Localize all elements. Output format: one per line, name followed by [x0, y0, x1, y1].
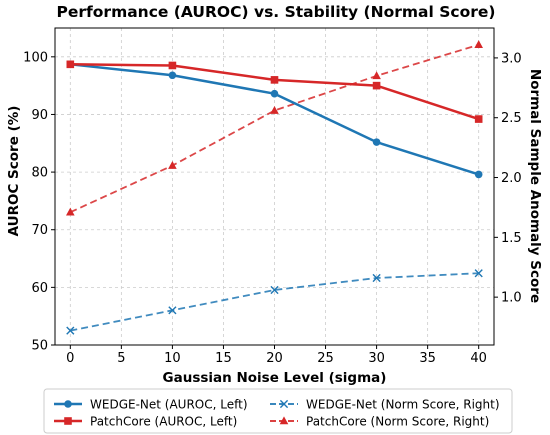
data-point: [270, 105, 279, 114]
legend-item: WEDGE-Net (Norm Score, Right): [270, 398, 500, 412]
data-point: [66, 60, 75, 69]
data-point: [168, 71, 177, 80]
x-tick-label: 0: [66, 351, 74, 366]
y-axis-label-left: AUROC Score (%): [6, 106, 22, 237]
x-tick-label: 40: [470, 351, 487, 366]
legend-marker: [279, 399, 289, 409]
legend-label: PatchCore (Norm Score, Right): [306, 415, 489, 429]
y-tick-label-right: 3.0: [501, 51, 522, 66]
data-point: [474, 40, 483, 49]
y-tick-label-left: 70: [31, 223, 48, 238]
x-tick-label: 15: [215, 351, 232, 366]
x-tick-label: 20: [266, 351, 283, 366]
data-point: [270, 285, 279, 295]
series-line: [70, 272, 479, 332]
data-point: [372, 138, 381, 146]
data-point: [474, 170, 483, 179]
data-point: [474, 269, 483, 278]
series-patchcore-norm-score-right: [66, 40, 483, 216]
y-tick-label-left: 60: [31, 281, 48, 296]
y-tick-label-left: 90: [31, 108, 48, 123]
series-layer: [66, 40, 483, 335]
legend-label: WEDGE-Net (AUROC, Left): [90, 398, 248, 412]
legend-marker: [64, 417, 72, 425]
legend-item: PatchCore (Norm Score, Right): [270, 415, 489, 429]
y-tick-label-left: 50: [31, 339, 48, 354]
legend-item: WEDGE-Net (AUROC, Left): [54, 398, 248, 412]
data-point: [372, 273, 381, 283]
data-point: [168, 306, 177, 315]
data-point: [66, 326, 75, 335]
data-point: [270, 76, 279, 84]
legend-label: PatchCore (AUROC, Left): [90, 415, 237, 429]
data-point: [66, 207, 75, 216]
data-point: [474, 115, 483, 123]
data-point: [372, 81, 381, 90]
y-tick-label-left: 80: [31, 166, 48, 181]
series-wedge-net-norm-score-right: [66, 269, 483, 335]
x-tick-label: 25: [317, 351, 334, 366]
grid-layer: [55, 28, 494, 346]
legend-label: WEDGE-Net (Norm Score, Right): [306, 398, 500, 412]
y-tick-label-right: 2.5: [501, 111, 522, 126]
y-tick-label-right: 1.0: [501, 291, 522, 306]
x-tick-label: 5: [117, 351, 125, 366]
legend: WEDGE-Net (AUROC, Left) PatchCore (AUROC,…: [43, 388, 513, 434]
x-tick-label: 30: [368, 351, 385, 366]
y-tick-label-right: 2.0: [501, 171, 522, 186]
x-tick-label: 10: [164, 351, 181, 366]
y-tick-label-right: 1.5: [501, 231, 522, 246]
data-point: [168, 160, 177, 169]
legend-frame: [43, 388, 513, 434]
legend-item: PatchCore (AUROC, Left): [54, 415, 237, 429]
x-tick-label: 35: [419, 351, 436, 366]
ticks-layer: 0 5 10 15 20 25 30 35 40 50 60 70 80 90 100 1.0 1.5 2.0 2.…: [23, 50, 522, 366]
legend-marker: [279, 416, 289, 425]
data-point: [168, 61, 177, 70]
data-point: [270, 89, 279, 98]
data-point: [372, 71, 381, 80]
y-tick-label-left: 100: [23, 50, 48, 65]
x-axis-label: Gaussian Noise Level (sigma): [163, 370, 387, 386]
y-axis-label-right: Normal Sample Anomaly Score: [527, 69, 543, 303]
legend-marker: [64, 400, 72, 408]
chart-title: Performance (AUROC) vs. Stability (Norma…: [57, 3, 496, 21]
series-patchcore-auroc-left: [66, 60, 483, 123]
